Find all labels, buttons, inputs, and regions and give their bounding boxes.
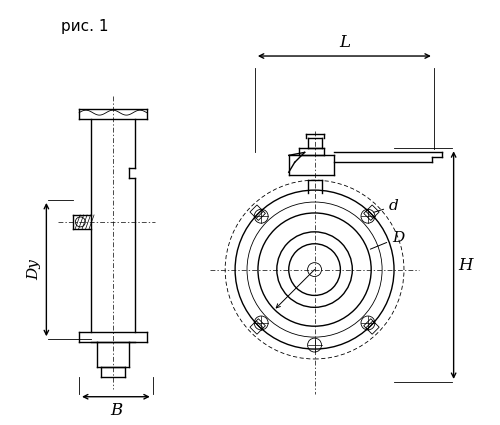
Text: рис. 1: рис. 1 (62, 19, 109, 34)
Text: L: L (339, 34, 350, 51)
Text: B: B (110, 402, 122, 419)
Text: Dy: Dy (28, 259, 42, 280)
Text: H: H (458, 257, 473, 274)
Text: d: d (374, 199, 399, 213)
Text: D: D (370, 231, 404, 249)
